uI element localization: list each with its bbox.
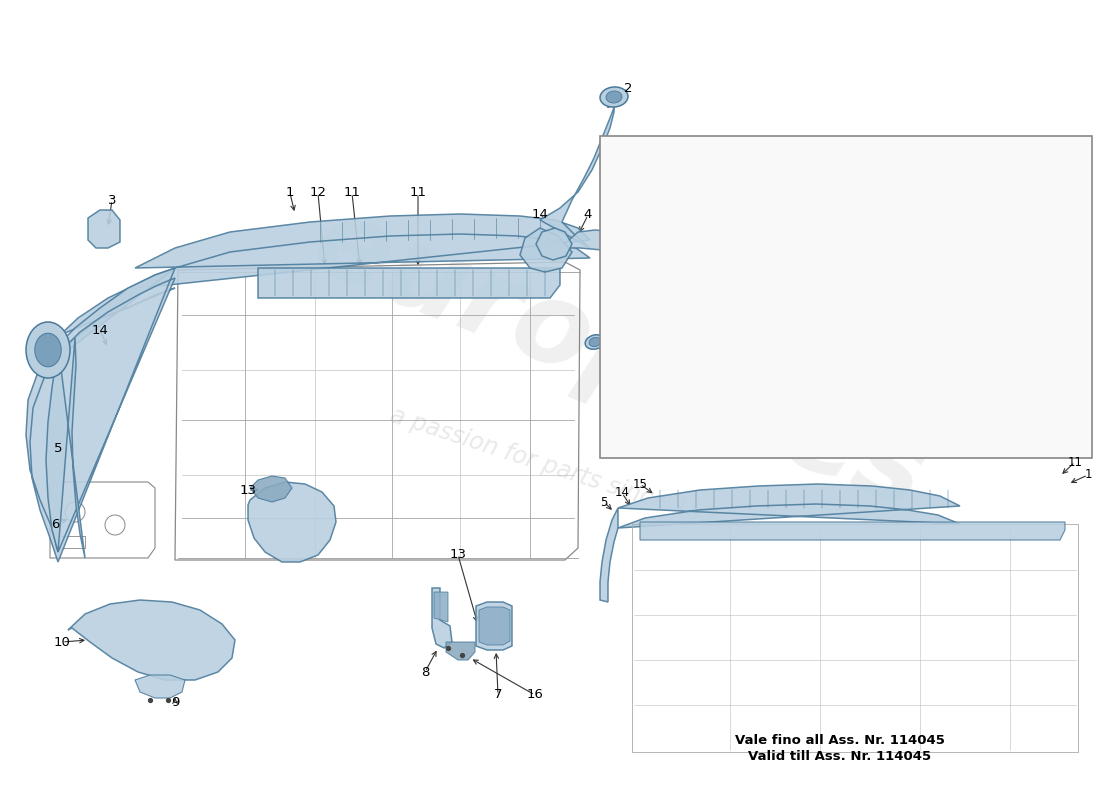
Polygon shape [68,600,235,680]
Polygon shape [560,230,658,342]
Text: 2: 2 [624,82,632,94]
Text: Vale fino all Ass. Nr. 114045: Vale fino all Ass. Nr. 114045 [735,734,945,746]
Polygon shape [540,100,615,248]
Polygon shape [26,268,175,562]
Polygon shape [600,508,618,602]
Text: 7: 7 [494,689,503,702]
Ellipse shape [590,338,601,346]
Text: 13: 13 [450,549,466,562]
Polygon shape [618,484,960,528]
Text: 9: 9 [170,695,179,709]
Text: 15: 15 [632,478,648,490]
Text: 4: 4 [584,209,592,222]
Polygon shape [88,210,120,248]
Text: 10: 10 [54,635,70,649]
Bar [600,136,1092,458]
Ellipse shape [606,91,621,103]
Text: Valid till Ass. Nr. 114045: Valid till Ass. Nr. 114045 [748,750,932,762]
Polygon shape [58,268,175,358]
Text: 8: 8 [421,666,429,678]
Polygon shape [135,675,185,698]
Polygon shape [432,588,452,648]
Ellipse shape [35,333,62,366]
Text: 3: 3 [108,194,117,206]
Text: europares: europares [297,186,943,534]
Polygon shape [536,228,572,260]
Text: 5: 5 [54,442,63,454]
Text: 1: 1 [286,186,295,199]
Text: 16: 16 [527,689,543,702]
Polygon shape [46,338,85,558]
Ellipse shape [585,334,605,350]
Polygon shape [478,607,510,645]
Polygon shape [135,214,590,288]
Text: 6: 6 [51,518,59,530]
Ellipse shape [600,87,628,107]
Polygon shape [520,228,572,272]
Polygon shape [446,642,475,660]
Polygon shape [248,482,336,562]
Text: 11: 11 [343,186,361,199]
Polygon shape [640,522,1065,540]
Text: a passion for parts since 1985: a passion for parts since 1985 [386,403,734,537]
Ellipse shape [26,322,70,378]
Text: 5: 5 [601,495,607,509]
Text: 1: 1 [1085,469,1091,482]
Polygon shape [886,308,1020,375]
Text: 14: 14 [531,209,549,222]
Polygon shape [476,602,512,650]
Text: 14: 14 [615,486,629,499]
Text: 11: 11 [409,186,427,199]
Text: 14: 14 [91,323,109,337]
Polygon shape [258,268,560,298]
Text: 12: 12 [309,186,327,199]
Polygon shape [250,476,292,502]
Text: 11: 11 [1067,455,1082,469]
Bar [55,536,85,548]
Text: 13: 13 [240,483,256,497]
Polygon shape [434,592,448,622]
